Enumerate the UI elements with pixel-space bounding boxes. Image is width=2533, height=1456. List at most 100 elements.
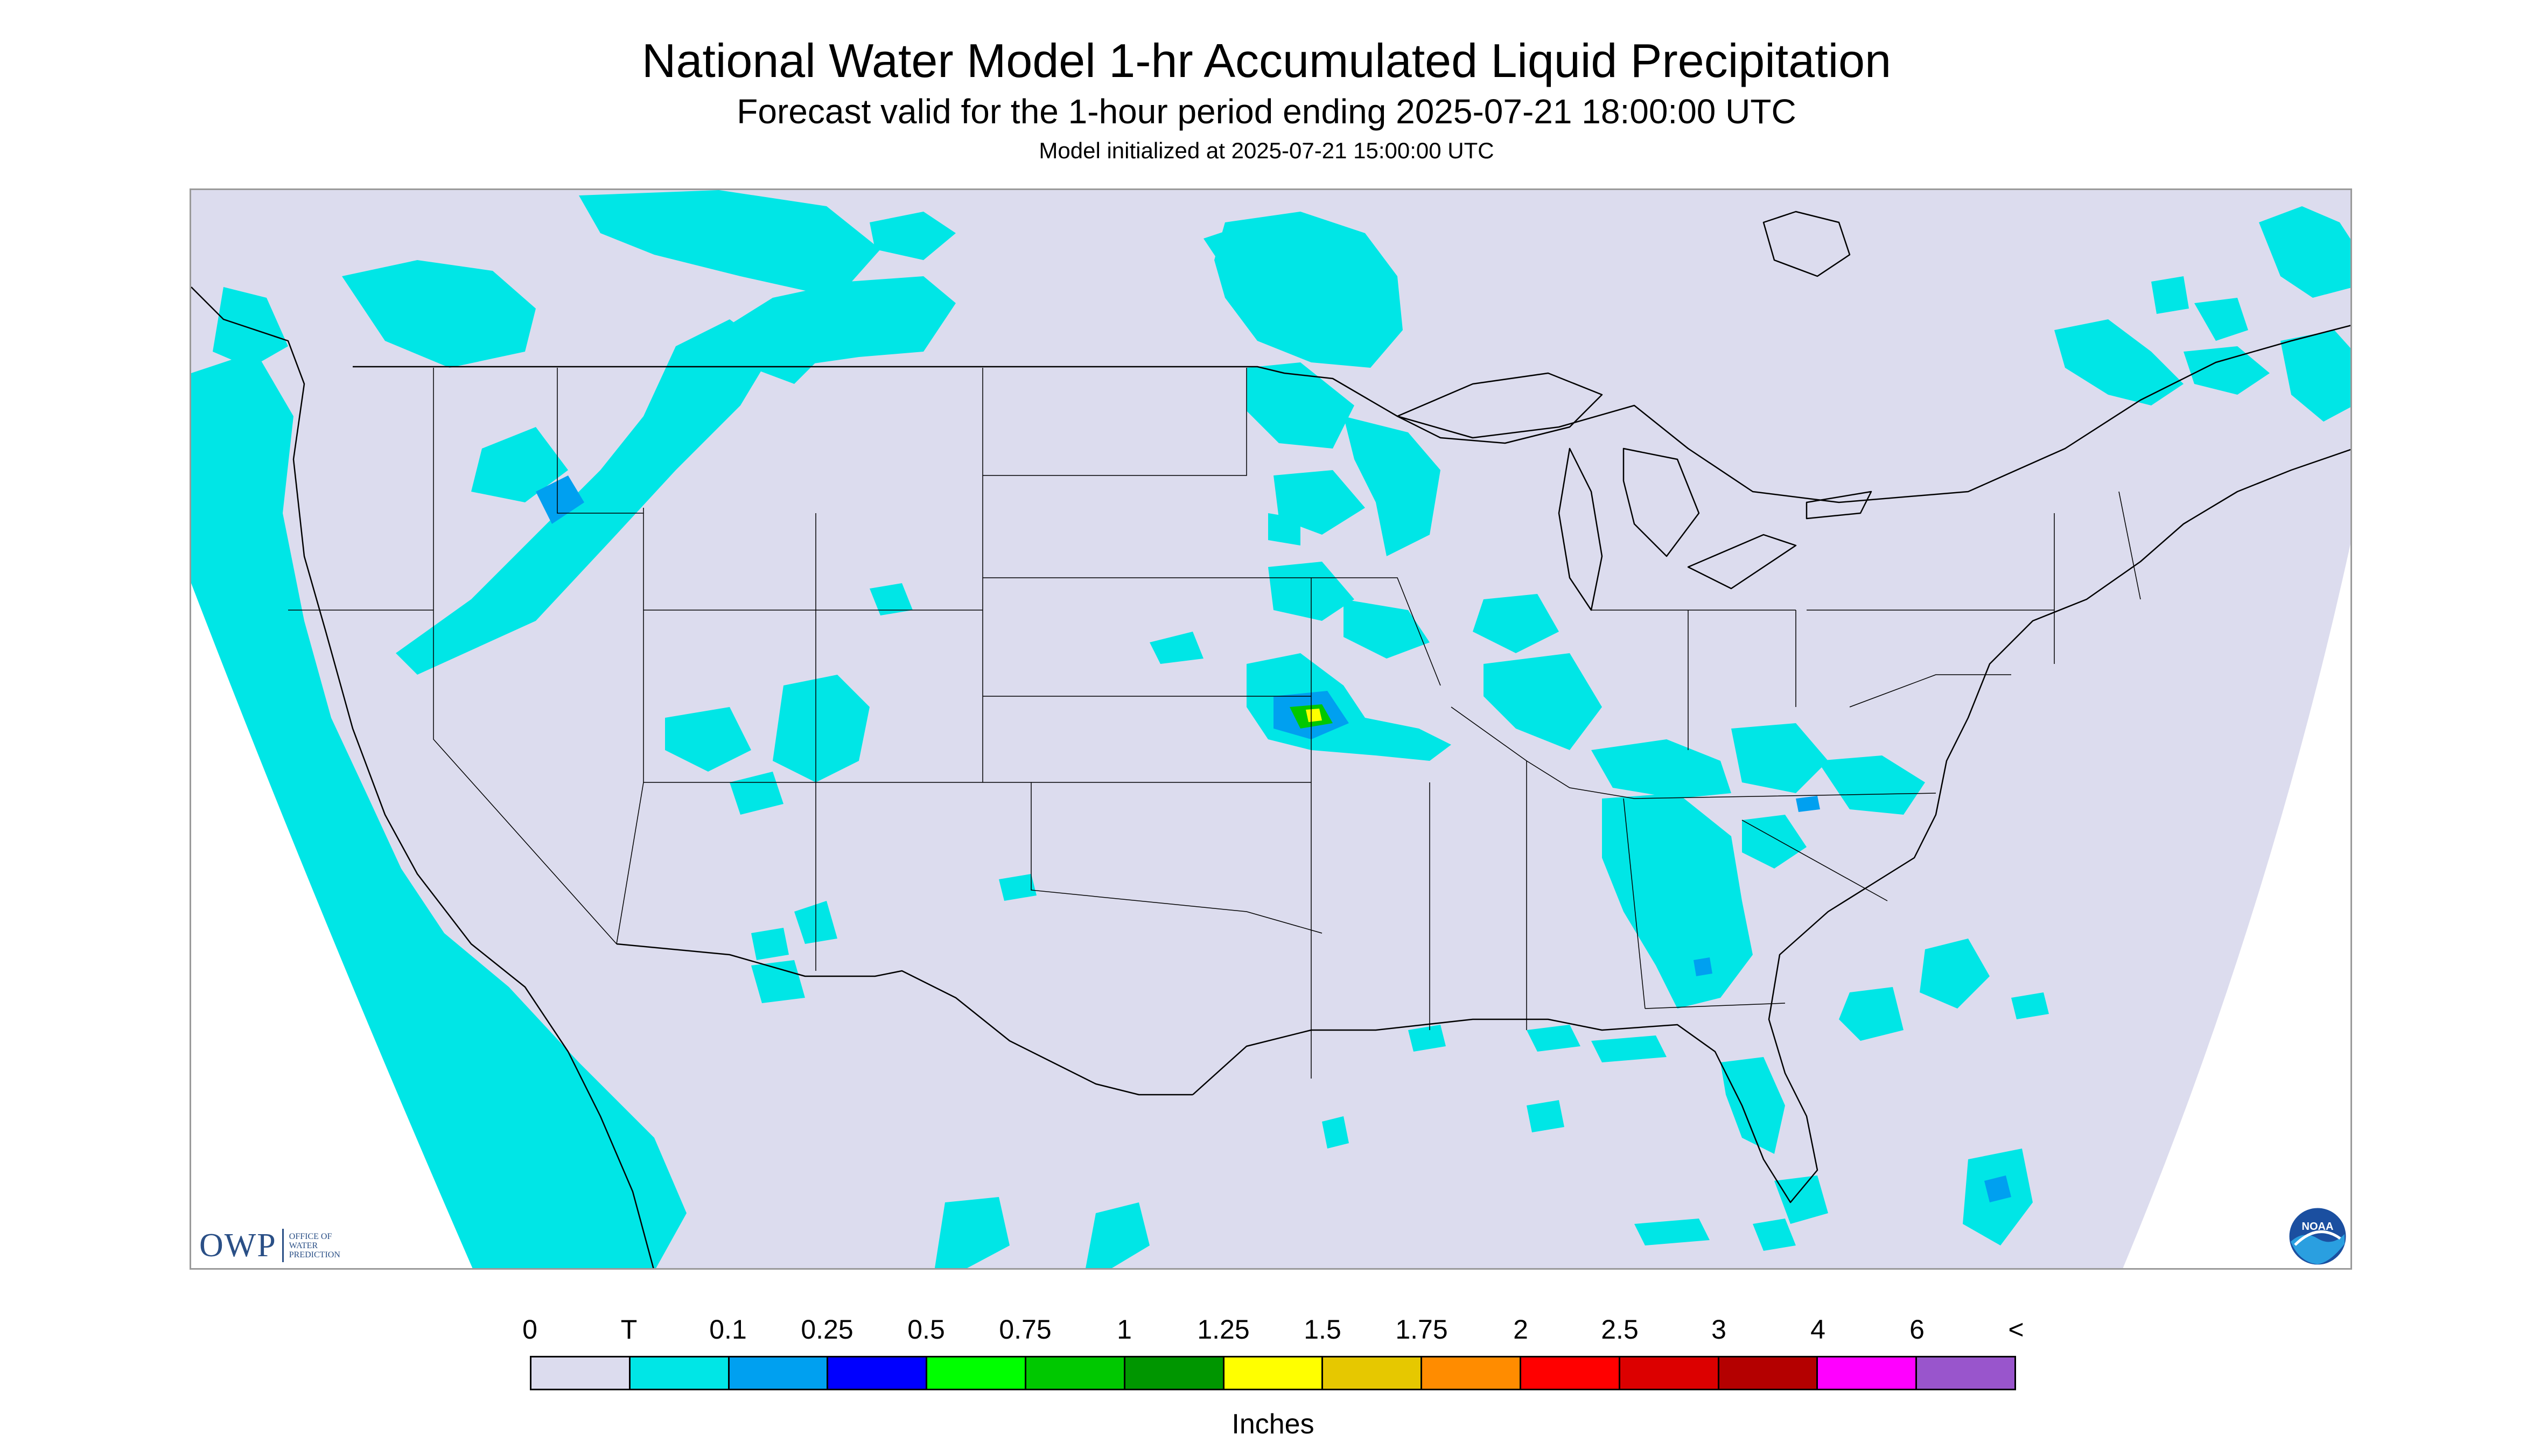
noaa-logo-text: NOAA [2302,1221,2334,1233]
legend-tick-label: 6 [1909,1314,1925,1345]
map-title: National Water Model 1-hr Accumulated Li… [641,34,1892,87]
legend-swatch [1224,1357,1324,1389]
precip-trace-areas [191,190,2350,1268]
precip-core [1984,1175,2011,1202]
model-init-subtitle: Model initialized at 2025-07-21 15:00:00… [1039,138,1494,163]
coastline [1192,449,2350,1203]
precip-area [1322,1116,1349,1149]
precip-core [1796,796,1820,812]
precip-area [730,276,956,368]
precip-area [1473,594,1559,653]
precip-area [1247,362,1354,449]
us-mexico-border [616,943,1193,1096]
forecast-valid-subtitle: Forecast valid for the 1-hour period end… [737,92,1796,131]
owp-logo-mark: OWP [199,1227,277,1264]
precip-area [999,874,1037,901]
legend-tick-label: < [2008,1314,2024,1345]
precip-area [934,1197,1010,1268]
coastline [191,286,654,1268]
legend-swatch [1521,1357,1620,1389]
legend-tick-label: 1 [1117,1314,1132,1345]
legend-swatch [1323,1357,1423,1389]
precip-area [1753,1219,1796,1251]
owp-logo-text: OFFICE OF WATER PREDICTION [289,1231,340,1259]
precip-area [1634,1219,1710,1245]
lake-huron [1622,447,1700,557]
precip-area [1839,987,1904,1041]
precip-area [1484,653,1602,750]
precip-area [870,212,956,260]
legend-tick-label: 0.1 [709,1314,747,1345]
legend-tick-label: 3 [1711,1314,1726,1345]
precipitation-map [190,188,2352,1270]
map-canvas [191,190,2350,1268]
noaa-logo: NOAA [2287,1206,2348,1266]
legend-tick-label: 1.5 [1304,1314,1341,1345]
legend-units: Inches [1231,1409,1314,1440]
precip-area [191,352,687,1268]
precip-core [536,475,584,524]
legend-tick-label: 1.25 [1197,1314,1250,1345]
precip-area [1527,1100,1564,1132]
lake-ontario [1806,491,1872,520]
precip-area [2011,992,2049,1019]
precip-area [1086,1202,1150,1268]
precip-area [1591,1035,1667,1062]
precip-area [2151,276,2189,314]
legend-tick-label: 2.5 [1601,1314,1639,1345]
precip-area [1817,755,1925,815]
political-boundaries [191,211,2350,1268]
precip-area [213,287,288,368]
lake-superior [1396,372,1603,444]
precip-area [1591,739,1731,799]
precip-area [1408,1025,1446,1052]
precip-area [1344,599,1430,659]
precip-area [773,675,870,782]
owp-logo: OWP OFFICE OF WATER PREDICTION [199,1221,340,1270]
precip-area [2280,330,2350,422]
legend-tick-label: 2 [1513,1314,1528,1345]
precip-area [1268,513,1300,545]
legend-tick-label: 0 [522,1314,537,1345]
legend-tick-label: T [620,1314,638,1345]
precip-area [1150,632,1203,664]
legend-swatch [1719,1357,1818,1389]
precip-area [579,190,880,298]
legend-swatch [531,1357,631,1389]
us-canada-border [353,325,2350,503]
precip-area [2259,206,2350,298]
hudson-bay [1762,211,1851,277]
legend-swatch [1620,1357,1719,1389]
precip-area [2184,346,2270,395]
precip-area [665,707,751,772]
state-boundaries [288,368,2141,1079]
legend-swatch [927,1357,1026,1389]
precip-area [1214,212,1403,368]
legend-tick-label: 1.75 [1395,1314,1448,1345]
precip-area [1203,228,1252,271]
owp-logo-divider [282,1229,284,1262]
legend-swatch [1125,1357,1224,1389]
legend-swatch [1818,1357,1918,1389]
precip-core [1306,709,1322,722]
lake-erie [1687,534,1797,590]
precip-area [2194,298,2248,341]
precip-area [1774,1175,1828,1224]
legend-swatch [828,1357,928,1389]
precip-area [1920,939,1990,1009]
precip-area [1742,815,1807,869]
legend-tick-label: 4 [1810,1314,1825,1345]
precip-area [2054,319,2184,405]
precip-area [1602,793,1753,1009]
precip-area [396,319,773,675]
precip-area [870,583,913,615]
precip-area [1720,1057,1785,1154]
precip-area [1731,723,1828,793]
precip-area [471,427,568,502]
legend-swatch [1026,1357,1125,1389]
color-legend: 0 T 0.1 0.25 0.5 0.75 1 1.25 1.5 1.75 2 2.5 3 4 6 < Inc… [522,1314,2024,1448]
precip-area [751,928,789,960]
legend-swatch [1422,1357,1521,1389]
legend-tick-label: 0.5 [907,1314,945,1345]
legend-tick-label: 0.75 [999,1314,1052,1345]
